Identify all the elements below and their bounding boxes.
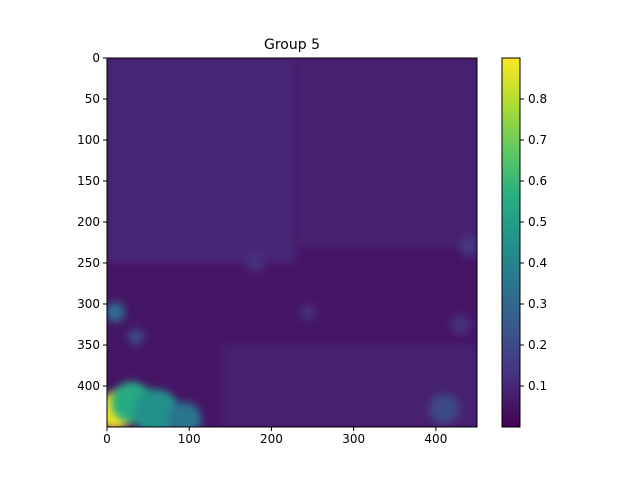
y-tick-label: 0 [92,51,100,65]
y-tick-label: 100 [77,133,100,147]
x-tick-label: 200 [260,432,283,446]
heatmap-plot-area [106,57,478,428]
y-tick-label: 400 [77,379,100,393]
heatmap-hotspot [458,236,477,257]
y-tick-label: 50 [85,92,100,106]
colorbar: 0.1 0.2 0.3 0.4 0.5 0.6 0.7 0.8 [501,57,547,428]
heatmap-hotspot [127,328,144,345]
y-axis: 0 50 100 150 200 250 300 350 400 [77,51,107,393]
heatmap-region-upper-left [107,58,297,263]
heatmap-hotspot [450,314,471,335]
y-tick-label: 200 [77,215,100,229]
plot-frame [106,57,478,428]
heatmap-hotspot [245,253,265,273]
colorbar-tick-label: 0.7 [528,133,547,147]
chart-title: Group 5 [264,37,320,53]
heatmap-hotspot [168,402,202,427]
colorbar-tick-label: 0.2 [528,338,547,352]
heatmap-hotspot [107,302,126,323]
x-tick-label: 300 [342,432,365,446]
colorbar-tick-label: 0.5 [528,215,547,229]
x-tick-label: 100 [178,432,201,446]
y-tick-label: 300 [77,297,100,311]
heatmap-hotspot [300,304,317,321]
heatmap-hotspot [429,394,459,424]
y-tick-label: 350 [77,338,100,352]
colorbar-tick-label: 0.3 [528,297,547,311]
x-tick-label: 400 [424,432,447,446]
colorbar-tick-label: 0.4 [528,256,547,270]
y-tick-label: 250 [77,256,100,270]
y-tick-label: 150 [77,174,100,188]
x-axis: 0 100 200 300 400 [103,427,447,446]
colorbar-gradient [501,57,521,428]
heatmap-region-upper-right [296,58,477,247]
colorbar-tick-label: 0.8 [528,92,547,106]
colorbar-tick-label: 0.1 [528,379,547,393]
heatmap-hotspot [133,389,180,427]
colorbar-tick-label: 0.6 [528,174,547,188]
x-tick-label: 0 [103,432,111,446]
